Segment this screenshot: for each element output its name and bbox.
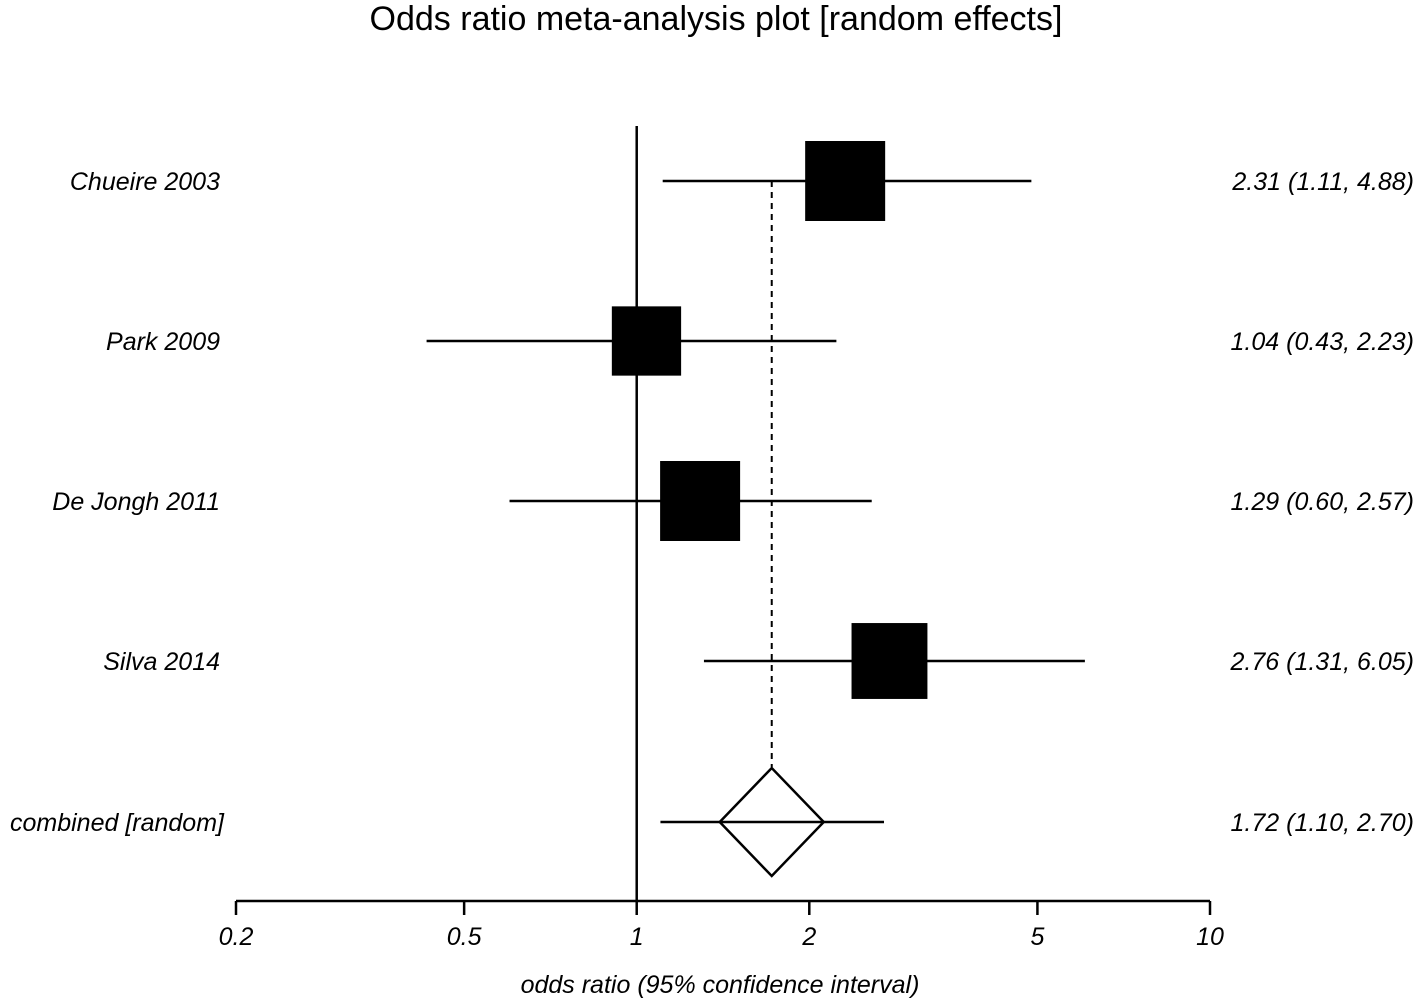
chart-title: Odds ratio meta-analysis plot [random ef… bbox=[370, 0, 1063, 38]
combined-estimate-label: 1.72 (1.10, 2.70) bbox=[1231, 809, 1414, 837]
estimate-label: 1.29 (0.60, 2.57) bbox=[1231, 488, 1414, 516]
study-row: Chueire 2003 2.31 (1.11, 4.88) bbox=[70, 141, 1414, 221]
x-axis: 0.2 0.5 1 2 5 10 bbox=[219, 899, 1224, 951]
x-axis-label: odds ratio (95% confidence interval) bbox=[521, 971, 920, 999]
study-row: Silva 2014 2.76 (1.31, 6.05) bbox=[103, 623, 1414, 699]
x-tick-label: 2 bbox=[801, 923, 816, 951]
study-name: Chueire 2003 bbox=[70, 168, 220, 196]
x-tick-label: 0.2 bbox=[219, 923, 254, 951]
effect-size-square bbox=[851, 623, 928, 699]
x-tick-label: 0.5 bbox=[447, 923, 482, 951]
study-name: De Jongh 2011 bbox=[52, 488, 220, 516]
x-tick-label: 5 bbox=[1030, 923, 1044, 951]
study-name: Silva 2014 bbox=[103, 648, 220, 676]
effect-size-square bbox=[611, 306, 682, 376]
combined-row: combined [random] 1.72 (1.10, 2.70) bbox=[10, 766, 1414, 878]
estimate-label: 1.04 (0.43, 2.23) bbox=[1231, 328, 1414, 356]
x-tick-label: 10 bbox=[1196, 923, 1224, 951]
estimate-label: 2.76 (1.31, 6.05) bbox=[1230, 648, 1414, 676]
effect-size-square bbox=[805, 141, 886, 221]
x-tick-label: 1 bbox=[630, 923, 644, 951]
study-name: Park 2009 bbox=[106, 328, 220, 356]
estimate-label: 2.31 (1.11, 4.88) bbox=[1231, 168, 1414, 196]
study-row: De Jongh 2011 1.29 (0.60, 2.57) bbox=[52, 461, 1414, 541]
effect-size-square bbox=[660, 461, 741, 541]
study-row: Park 2009 1.04 (0.43, 2.23) bbox=[106, 306, 1414, 376]
combined-diamond bbox=[718, 766, 826, 878]
combined-name: combined [random] bbox=[10, 809, 225, 837]
